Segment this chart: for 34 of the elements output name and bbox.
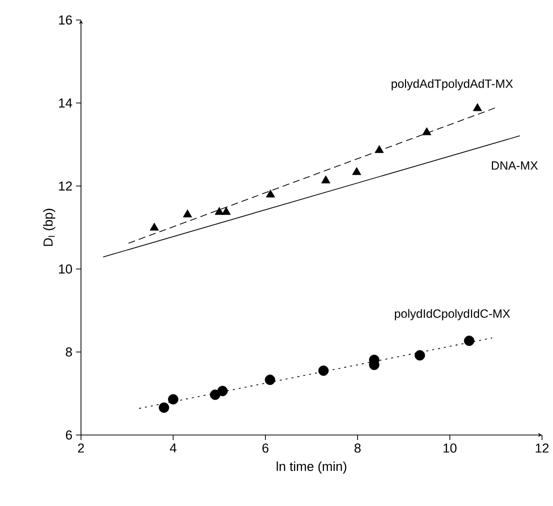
x-axis-title: ln time (min) <box>276 462 346 474</box>
x-tick-label: 2 <box>78 443 84 453</box>
point <box>168 394 178 404</box>
point <box>214 206 224 215</box>
point <box>150 222 159 231</box>
series-label: DNA-MX <box>492 161 538 170</box>
point <box>464 336 474 346</box>
x-tick-label: 4 <box>170 444 176 452</box>
x-tick-label: 6 <box>262 443 268 453</box>
point <box>222 206 231 215</box>
point <box>264 374 276 385</box>
point <box>352 167 362 175</box>
point <box>158 402 170 413</box>
text: polydAdTpolydAdT-MX <box>392 79 513 90</box>
x-tick-label: 10 <box>444 443 457 453</box>
point <box>266 190 275 198</box>
point <box>422 127 432 136</box>
y-tick-label: 10 <box>59 264 72 274</box>
x-tick-label: 12 <box>536 443 549 453</box>
point <box>321 175 330 184</box>
point <box>318 365 329 376</box>
text: polydIdCpolydIdC-MX <box>394 309 510 320</box>
point <box>472 103 482 112</box>
y-tick-label: 8 <box>66 347 72 357</box>
y-tick-label: 16 <box>59 15 72 25</box>
point <box>217 386 228 396</box>
y-axis-title: D$_{I}$ (bp) <box>43 208 56 246</box>
point <box>374 145 384 153</box>
x-tick-label: 8 <box>354 443 361 453</box>
point <box>182 209 192 218</box>
y-tick-label: 12 <box>59 181 72 191</box>
point <box>414 350 426 360</box>
y-tick-label: 6 <box>66 430 72 440</box>
y-tick-label: 14 <box>59 98 72 108</box>
